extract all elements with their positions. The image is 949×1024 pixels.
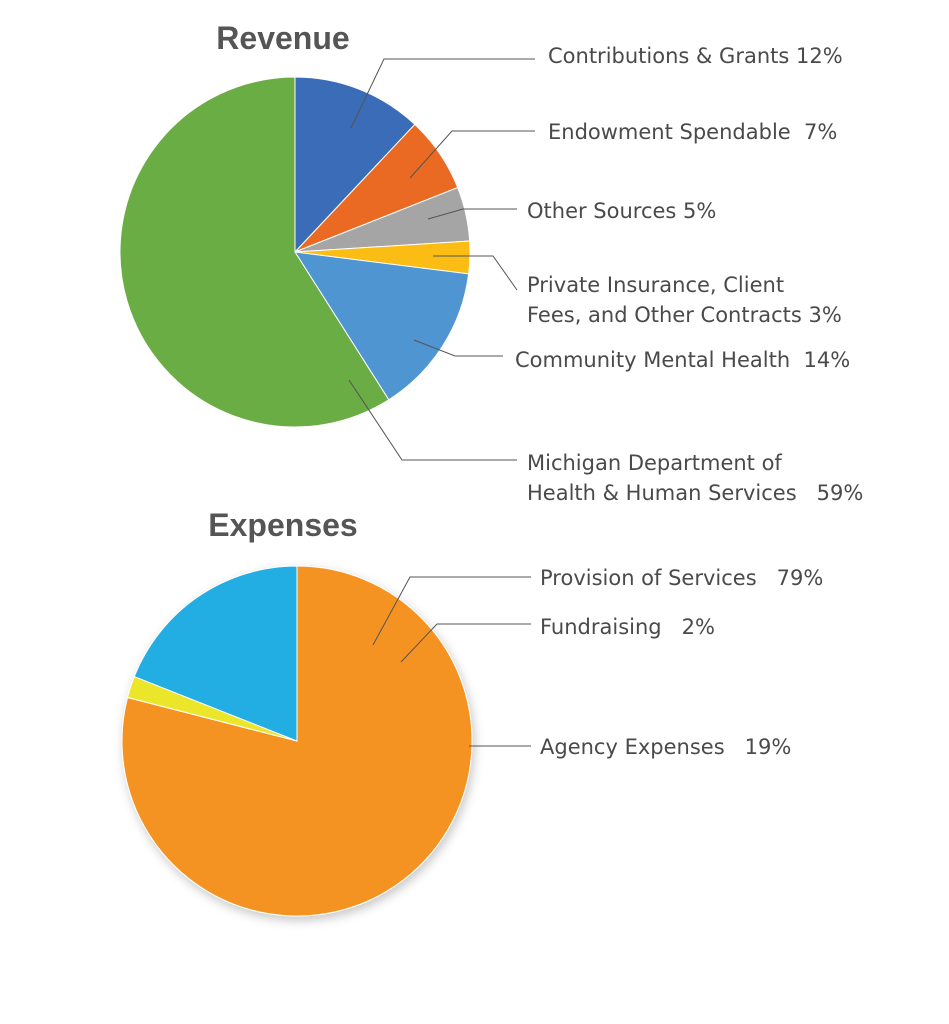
expenses-slice-agency-expenses (133, 565, 298, 742)
revenue-slice-private-insurance-client-fees-and-other-contracts-label-line: Fees, and Other Contracts 3% (527, 303, 842, 327)
revenue-slice-michigan-department-of-health-and-human-services-leader-line (348, 379, 517, 461)
revenue-slice-michigan-department-of-health-and-human-services-label: Michigan Department of Health & Human Ser… (527, 451, 863, 505)
expenses-slice-fundraising-label: Fundraising 2% (540, 615, 715, 639)
revenue-slice-other-sources-label: Other Sources 5% (527, 199, 716, 223)
revenue-slice-other-sources-leader-line (427, 208, 517, 220)
revenue-slice-private-insurance-client-fees-and-other-contracts-label: Private Insurance, Client Fees, and Other… (527, 273, 842, 327)
revenue-slice-private-insurance-client-fees-and-other-contracts-label-line: Private Insurance, Client (527, 273, 784, 297)
revenue-labels: Contributions & Grants 12% Endowment Spen… (348, 44, 863, 505)
revenue-slice-michigan-department-of-health-and-human-services-label-line: Health & Human Services 59% (527, 481, 863, 505)
expenses-pie (121, 565, 473, 917)
revenue-slice-other-sources-label-line: Other Sources 5% (527, 199, 716, 223)
expenses-slice-fundraising-label-line: Fundraising 2% (540, 615, 715, 639)
expenses-chart-title: Expenses (208, 507, 357, 543)
revenue-slice-community-mental-health-label-line: Community Mental Health 14% (515, 348, 850, 372)
revenue-slice-endowment-spendable-label: Endowment Spendable 7% (548, 120, 837, 144)
revenue-slice-endowment-spendable-label-line: Endowment Spendable 7% (548, 120, 837, 144)
revenue-slice-contributions-and-grants (294, 76, 416, 254)
expenses-slice-agency-expenses-label: Agency Expenses 19% (540, 735, 791, 759)
expenses-slice-provision-of-services-label-line: Provision of Services 79% (540, 566, 823, 590)
revenue-chart-title: Revenue (216, 20, 349, 56)
revenue-slice-contributions-and-grants-label: Contributions & Grants 12% (548, 44, 843, 68)
revenue-pie (119, 76, 471, 428)
revenue-slice-community-mental-health (294, 251, 470, 401)
revenue-slice-community-mental-health-leader-line (413, 339, 503, 357)
expenses-labels: Provision of Services 79% Fundraising 2% A… (372, 566, 823, 759)
revenue-slice-community-mental-health-label: Community Mental Health 14% (515, 348, 850, 372)
revenue-slice-contributions-and-grants-leader-line (350, 58, 535, 129)
revenue-slice-michigan-department-of-health-and-human-services-label-line: Michigan Department of (527, 451, 782, 475)
revenue-slice-michigan-department-of-health-and-human-services (119, 76, 390, 428)
revenue-slice-endowment-spendable-leader-line (409, 130, 535, 179)
expenses-slice-provision-of-services-label: Provision of Services 79% (540, 566, 823, 590)
expenses-slice-provision-of-services-leader-line (372, 576, 531, 646)
revenue-slice-contributions-and-grants-label-line: Contributions & Grants 12% (548, 44, 843, 68)
expenses-slice-fundraising-leader-line (400, 623, 531, 663)
expenses-slice-agency-expenses-label-line: Agency Expenses 19% (540, 735, 791, 759)
revenue-slice-private-insurance-client-fees-and-other-contracts-leader-line (433, 255, 518, 291)
